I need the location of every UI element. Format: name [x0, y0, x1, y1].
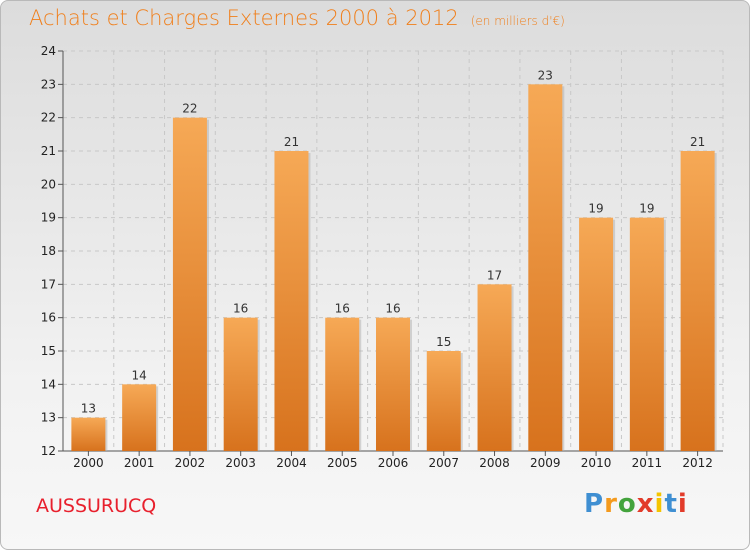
bar-value-2007: 15	[436, 335, 451, 349]
bar-2003	[223, 317, 258, 451]
y-tick-label-17: 17	[41, 277, 56, 291]
bar-2010	[579, 217, 614, 451]
x-tick-label-2010: 2010	[581, 456, 612, 470]
y-tick-label-15: 15	[41, 344, 56, 358]
y-tick-label-23: 23	[41, 77, 56, 91]
logo-letter: r	[604, 489, 618, 519]
x-tick-label-2011: 2011	[632, 456, 663, 470]
bar-2002	[172, 117, 207, 452]
y-tick-label-20: 20	[41, 177, 56, 191]
bar-2004	[274, 151, 309, 451]
bar-value-2000: 13	[81, 402, 96, 416]
bar-value-2008: 17	[487, 268, 502, 282]
x-tick-label-2001: 2001	[124, 456, 155, 470]
bars	[71, 84, 717, 452]
x-tick-label-2006: 2006	[378, 456, 409, 470]
logo-letter: t	[664, 489, 678, 519]
bar-2008	[477, 284, 512, 451]
chart-unit: (en milliers d'€)	[470, 14, 565, 28]
x-tick-label-2000: 2000	[73, 456, 104, 470]
x-tick-label-2005: 2005	[327, 456, 358, 470]
y-tick-label-22: 22	[41, 111, 56, 125]
logo-letter: i	[677, 489, 688, 519]
chart-title-text: Achats et Charges Externes 2000 à 2012	[29, 6, 459, 30]
y-tick-label-13: 13	[41, 411, 56, 425]
logo-letter: i	[654, 489, 665, 519]
logo-letter: P	[584, 489, 605, 519]
bar-value-2010: 19	[588, 202, 603, 216]
bar-2009	[528, 84, 563, 451]
bar-value-2005: 16	[335, 302, 350, 316]
bar-value-2003: 16	[233, 302, 248, 316]
y-tick-label-16: 16	[41, 311, 56, 325]
commune-name: AUSSURUCQ	[36, 495, 157, 517]
bar-value-2002: 22	[182, 102, 197, 116]
logo-letter: o	[617, 489, 637, 519]
y-tick-label-21: 21	[41, 144, 56, 158]
bar-value-2011: 19	[639, 202, 654, 216]
x-tick-label-2002: 2002	[175, 456, 206, 470]
bar-2011	[629, 217, 664, 451]
bar-2005	[325, 317, 360, 451]
bar-2006	[376, 317, 410, 451]
y-tick-label-19: 19	[41, 211, 56, 225]
labels: 12 13 14 15 16 17 18 19 20 21 22 23 24 13 2000 14 2001 22…	[41, 44, 713, 470]
y-tick-label-14: 14	[41, 377, 56, 391]
x-tick-label-2003: 2003	[225, 456, 256, 470]
bar-value-2009: 23	[538, 68, 553, 82]
x-tick-label-2012: 2012	[682, 456, 713, 470]
bar-value-2001: 14	[132, 368, 147, 382]
proxiti-logo: Proxiti	[584, 489, 688, 519]
x-tick-label-2004: 2004	[276, 456, 307, 470]
x-tick-label-2007: 2007	[428, 456, 459, 470]
bar-2000	[71, 417, 106, 451]
bar-2001	[122, 384, 157, 451]
y-tick-label-24: 24	[41, 44, 56, 58]
y-tick-label-18: 18	[41, 244, 56, 258]
bar-2007	[426, 351, 461, 451]
bar-value-2012: 21	[690, 135, 705, 149]
chart-title: Achats et Charges Externes 2000 à 2012 (e…	[29, 6, 565, 30]
x-tick-label-2008: 2008	[479, 456, 510, 470]
logo-letter: x	[636, 489, 655, 519]
bar-2012	[680, 151, 715, 451]
bar-value-2006: 16	[385, 302, 400, 316]
y-tick-label-12: 12	[41, 444, 56, 458]
bar-value-2004: 21	[284, 135, 299, 149]
x-tick-label-2009: 2009	[530, 456, 561, 470]
